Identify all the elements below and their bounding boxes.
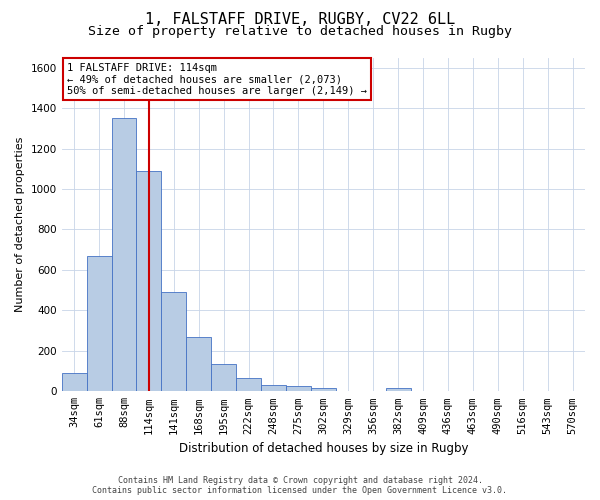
Bar bbox=[136, 171, 161, 392]
Text: Contains HM Land Registry data © Crown copyright and database right 2024.
Contai: Contains HM Land Registry data © Crown c… bbox=[92, 476, 508, 495]
Bar bbox=[236, 378, 261, 392]
Bar bbox=[112, 118, 136, 392]
X-axis label: Distribution of detached houses by size in Rugby: Distribution of detached houses by size … bbox=[179, 442, 468, 455]
Bar bbox=[186, 336, 211, 392]
Bar bbox=[286, 386, 311, 392]
Bar bbox=[211, 364, 236, 392]
Text: Size of property relative to detached houses in Rugby: Size of property relative to detached ho… bbox=[88, 25, 512, 38]
Bar bbox=[261, 385, 286, 392]
Y-axis label: Number of detached properties: Number of detached properties bbox=[15, 136, 25, 312]
Bar bbox=[86, 256, 112, 392]
Text: 1 FALSTAFF DRIVE: 114sqm
← 49% of detached houses are smaller (2,073)
50% of sem: 1 FALSTAFF DRIVE: 114sqm ← 49% of detach… bbox=[67, 62, 367, 96]
Bar bbox=[62, 373, 86, 392]
Bar bbox=[311, 388, 336, 392]
Text: 1, FALSTAFF DRIVE, RUGBY, CV22 6LL: 1, FALSTAFF DRIVE, RUGBY, CV22 6LL bbox=[145, 12, 455, 28]
Bar bbox=[386, 388, 410, 392]
Bar bbox=[161, 292, 186, 392]
